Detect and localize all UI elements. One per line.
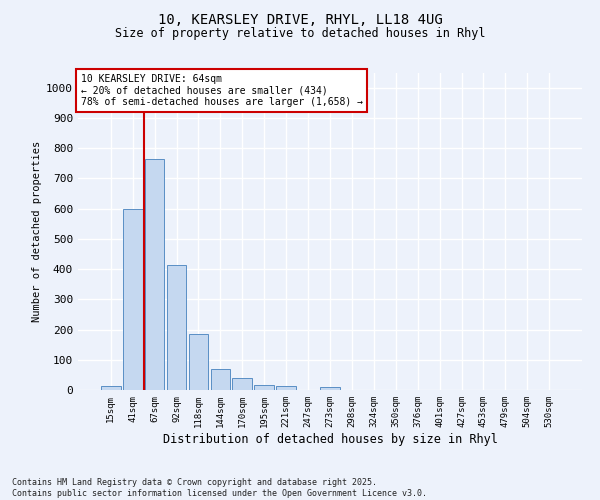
Bar — [145, 158, 164, 390]
Bar — [167, 264, 187, 390]
Text: Contains HM Land Registry data © Crown copyright and database right 2025.
Contai: Contains HM Land Registry data © Crown c… — [12, 478, 427, 498]
Text: 10, KEARSLEY DRIVE, RHYL, LL18 4UG: 10, KEARSLEY DRIVE, RHYL, LL18 4UG — [158, 12, 442, 26]
X-axis label: Distribution of detached houses by size in Rhyl: Distribution of detached houses by size … — [163, 432, 497, 446]
Bar — [320, 387, 340, 390]
Bar — [254, 384, 274, 390]
Bar — [232, 378, 252, 390]
Y-axis label: Number of detached properties: Number of detached properties — [32, 140, 42, 322]
Text: 10 KEARSLEY DRIVE: 64sqm
← 20% of detached houses are smaller (434)
78% of semi-: 10 KEARSLEY DRIVE: 64sqm ← 20% of detach… — [80, 74, 362, 108]
Bar — [123, 208, 143, 390]
Bar — [276, 386, 296, 390]
Bar — [101, 386, 121, 390]
Bar — [211, 369, 230, 390]
Bar — [188, 334, 208, 390]
Text: Size of property relative to detached houses in Rhyl: Size of property relative to detached ho… — [115, 28, 485, 40]
